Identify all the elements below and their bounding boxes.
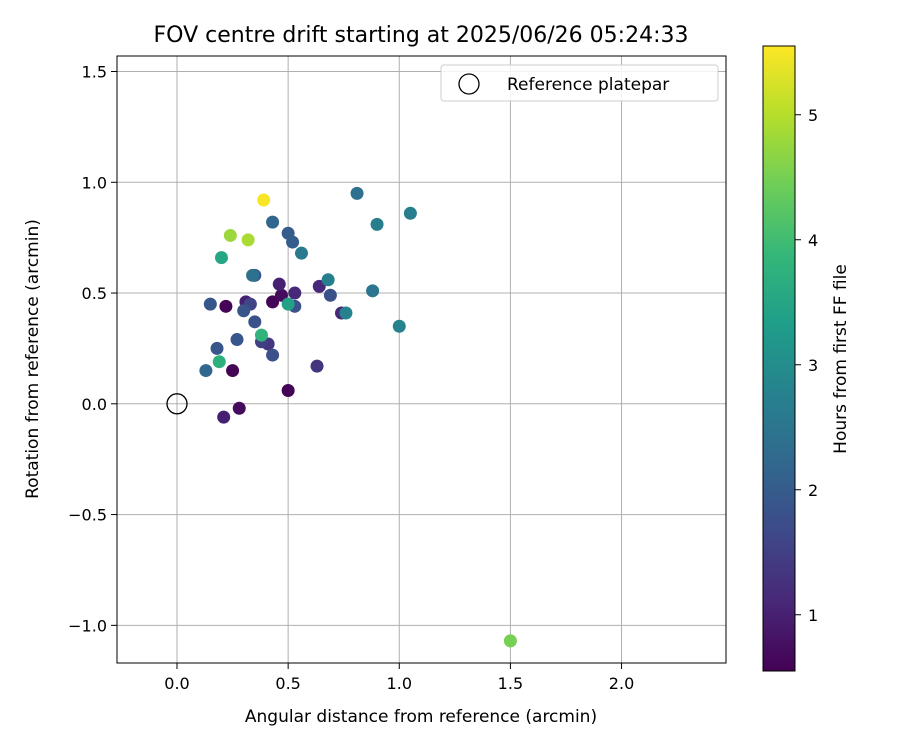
data-point — [232, 401, 246, 415]
data-point — [321, 273, 335, 287]
data-point — [246, 268, 260, 282]
colorbar-tick-label: 2 — [808, 481, 818, 500]
x-axis-label: Angular distance from reference (arcmin) — [245, 707, 597, 727]
data-point — [339, 306, 353, 320]
data-point — [288, 286, 302, 300]
legend-box — [440, 64, 719, 102]
colorbar-gradient — [762, 45, 796, 672]
data-point — [312, 279, 326, 293]
data-point — [254, 328, 268, 342]
data-point — [274, 288, 288, 302]
data-point — [219, 299, 233, 313]
data-point — [241, 233, 255, 247]
data-point — [226, 364, 240, 378]
reference-point-marker — [166, 393, 188, 415]
y-tick-label: −0.5 — [68, 506, 107, 525]
y-tick-label: 1.0 — [82, 173, 107, 192]
y-tick-label: 0.0 — [82, 395, 107, 414]
data-point — [217, 410, 231, 424]
y-tick-label: −1.0 — [68, 616, 107, 635]
colorbar-tick-label: 5 — [808, 106, 818, 125]
colorbar-label: Hours from first FF file — [831, 264, 851, 454]
data-point — [392, 319, 406, 333]
data-point — [286, 235, 300, 249]
data-point — [223, 228, 237, 242]
legend-entry-reference-platepar: Reference platepar — [507, 75, 669, 95]
x-tick-label: 0.0 — [164, 674, 189, 693]
data-point — [266, 295, 280, 309]
y-tick-label: 1.5 — [82, 63, 107, 82]
data-point — [210, 341, 224, 355]
data-point — [248, 315, 262, 329]
data-point — [237, 304, 251, 318]
colorbar-tick-label: 3 — [808, 356, 818, 375]
data-point — [503, 634, 517, 648]
chart-title: FOV centre drift starting at 2025/06/26 … — [154, 23, 689, 48]
axis-ticks: 0.0 0.5 1.0 1.5 2.0 −1.0 −0.5 0.0 0.5 1.0 1.5 — [68, 63, 634, 693]
data-point — [266, 348, 280, 362]
x-tick-label: 1.5 — [498, 674, 523, 693]
data-point — [310, 359, 324, 373]
data-point — [370, 217, 384, 231]
data-point — [323, 288, 337, 302]
data-point — [266, 215, 280, 229]
data-point — [212, 355, 226, 369]
data-point — [272, 277, 286, 291]
colorbar: 1 2 3 4 5 Hours from first FF file — [762, 45, 851, 672]
legend: Reference platepar — [440, 64, 719, 102]
data-point — [366, 284, 380, 298]
data-point — [403, 206, 417, 220]
data-point — [203, 297, 217, 311]
y-axis-label: Rotation from reference (arcmin) — [23, 219, 43, 499]
x-tick-label: 1.0 — [387, 674, 412, 693]
grid — [117, 56, 726, 663]
data-point — [214, 251, 228, 265]
colorbar-tick-label: 1 — [808, 606, 818, 625]
data-points — [166, 186, 517, 648]
x-tick-label: 0.5 — [275, 674, 300, 693]
data-point — [230, 333, 244, 347]
colorbar-ticks: 1 2 3 4 5 — [795, 106, 818, 625]
data-point — [281, 384, 295, 398]
data-point — [294, 246, 308, 260]
data-point — [257, 193, 271, 207]
data-point — [350, 186, 364, 200]
colorbar-tick-label: 4 — [808, 231, 818, 250]
plot-frame — [116, 55, 727, 664]
legend-open-circle-icon — [458, 73, 480, 95]
data-point — [281, 297, 295, 311]
x-tick-label: 2.0 — [609, 674, 634, 693]
y-tick-label: 0.5 — [82, 284, 107, 303]
data-point — [199, 364, 213, 378]
